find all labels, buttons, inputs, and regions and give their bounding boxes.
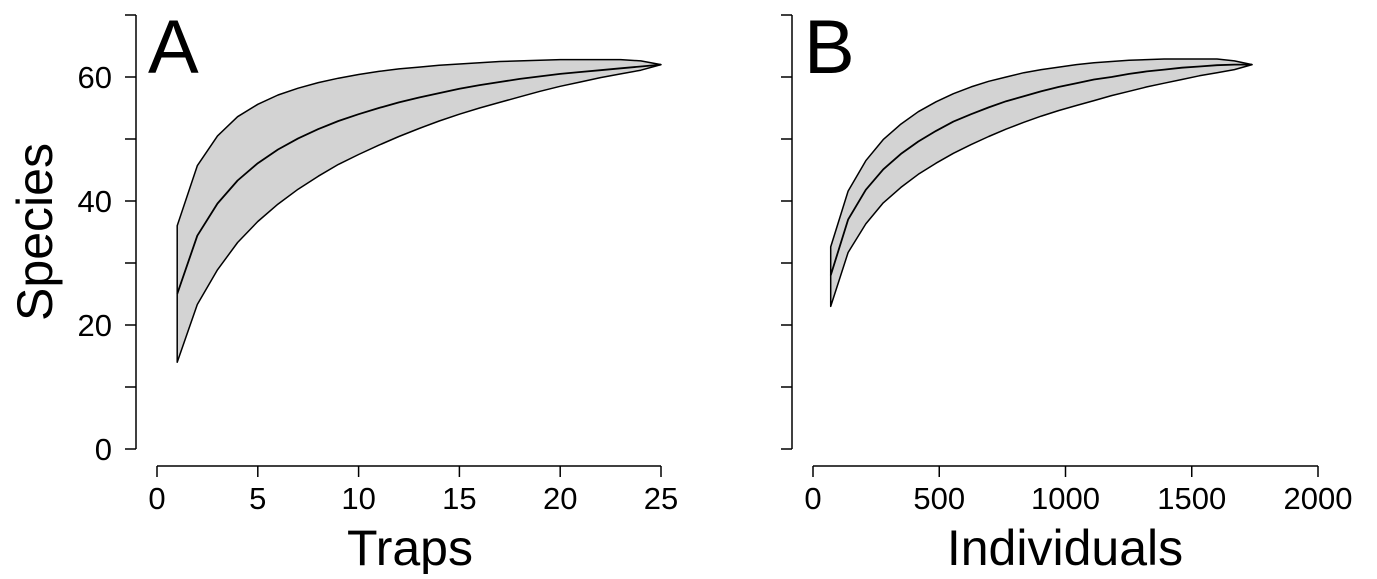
- panel-a: A Traps 0 20 40 60 0 5 10 15 20 25: [78, 5, 679, 576]
- panel-a-x-tick-label: 10: [341, 481, 375, 516]
- y-axis-label: Species: [7, 143, 63, 321]
- panel-b-x-tick-label: 1500: [1157, 481, 1226, 516]
- panel-b: B Individuals 0 500 1000 1500 2000: [781, 5, 1353, 576]
- panel-a-x-tick-label: 5: [249, 481, 266, 516]
- panel-a-y-tick-label: 60: [78, 60, 112, 95]
- panel-b-x-tick-label: 1000: [1031, 481, 1100, 516]
- panel-b-x-tick-label: 2000: [1284, 481, 1353, 516]
- panel-a-x-axis-label: Traps: [347, 520, 473, 574]
- panel-b-label: B: [804, 5, 855, 90]
- panel-a-y-tick-label: 20: [78, 308, 112, 343]
- panel-b-confidence-band: [829, 58, 1253, 308]
- panel-a-confidence-band: [176, 58, 662, 363]
- panel-a-y-tick-label: 40: [78, 184, 112, 219]
- panel-a-label: A: [148, 5, 199, 90]
- panel-a-x-tick-label: 25: [644, 481, 678, 516]
- panel-a-y-tick-label: 0: [95, 432, 112, 467]
- panel-b-mean-curve: [829, 63, 1253, 276]
- panel-b-x-axis-label: Individuals: [947, 520, 1183, 574]
- panel-b-x-tick-label: 500: [913, 481, 965, 516]
- panel-a-x-tick-label: 20: [543, 481, 577, 516]
- panel-b-x-tick-label: 0: [804, 481, 821, 516]
- panel-a-x-tick-label: 15: [442, 481, 476, 516]
- panel-a-x-tick-label: 0: [148, 481, 165, 516]
- panel-a-mean-curve: [176, 63, 662, 295]
